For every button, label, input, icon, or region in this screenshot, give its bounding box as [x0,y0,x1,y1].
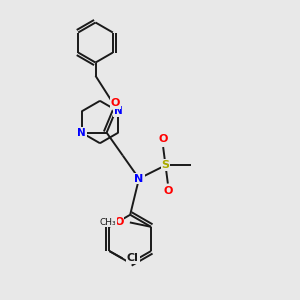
Text: Cl: Cl [127,254,139,263]
Text: O: O [158,134,168,144]
Text: N: N [114,106,123,116]
Text: O: O [111,98,120,108]
Text: CH₃: CH₃ [100,218,116,227]
Text: N: N [77,128,86,138]
Text: O: O [114,218,123,227]
Text: S: S [161,160,169,170]
Text: O: O [163,186,172,196]
Text: N: N [134,174,144,184]
